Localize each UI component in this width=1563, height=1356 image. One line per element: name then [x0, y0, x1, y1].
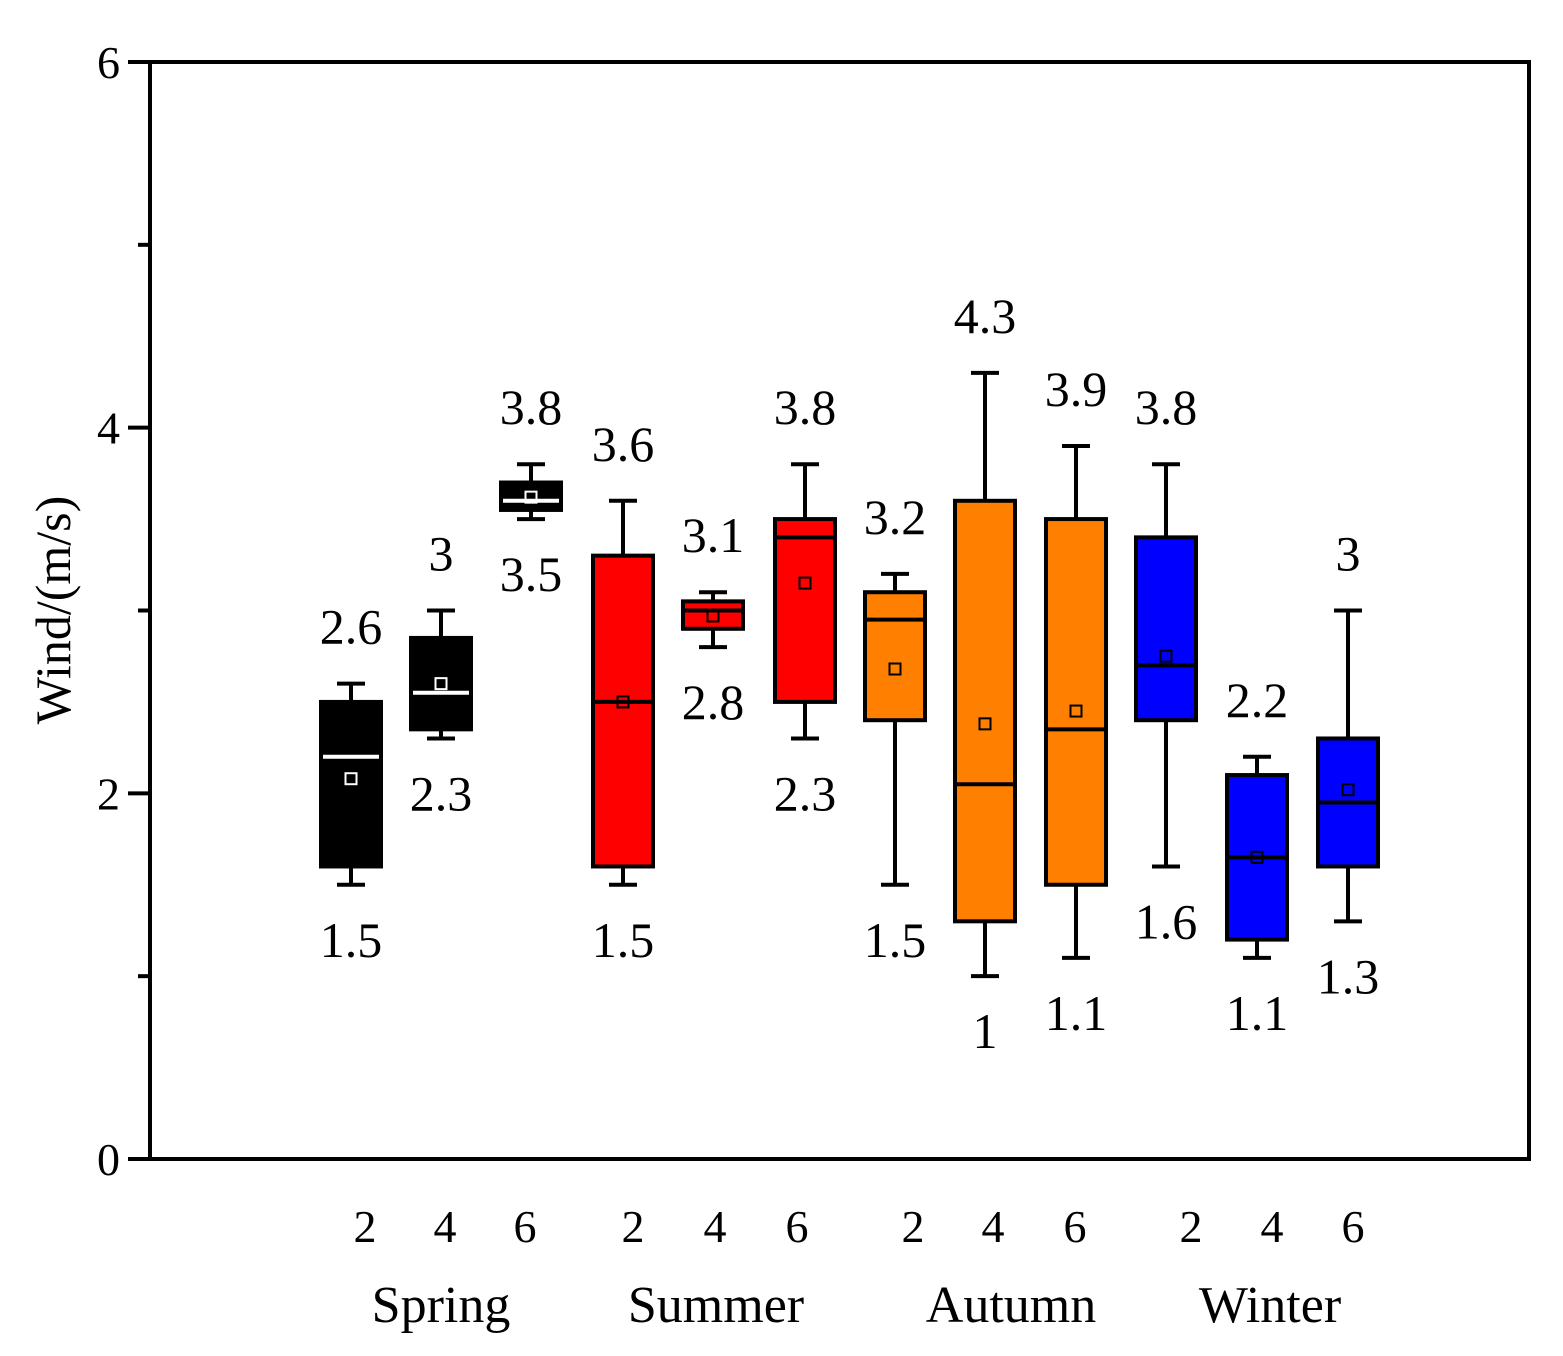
iqr-box: [591, 553, 655, 869]
y-axis-title: Wind/(m/s): [25, 496, 81, 725]
y-axis: 0 2 4 6: [97, 37, 150, 1185]
x-tick-label: 2: [1180, 1201, 1203, 1252]
max-value-label: 3.9: [1045, 361, 1108, 417]
box-winter-4: [1225, 754, 1289, 960]
mean-marker: [888, 662, 902, 676]
max-value-label: 3.8: [774, 379, 837, 435]
x-tick-label: 2: [622, 1201, 645, 1252]
box-spring-6: [499, 462, 563, 522]
box-summer-2: [591, 498, 655, 887]
mean-marker: [798, 576, 812, 590]
x-tick-label: 6: [1064, 1201, 1087, 1252]
mean-marker: [1341, 783, 1355, 797]
iqr-box: [863, 590, 927, 723]
y-tick-label: 2: [97, 768, 120, 819]
iqr-box: [1044, 517, 1108, 887]
box-spring-4: [409, 608, 473, 741]
mean-marker: [1159, 649, 1173, 663]
box-winter-2: [1134, 462, 1198, 869]
y-tick-label: 0: [97, 1134, 120, 1185]
x-tick-label: 4: [704, 1201, 727, 1252]
mean-marker: [1250, 850, 1264, 864]
min-value-label: 3.5: [500, 546, 563, 602]
season-label-winter: Winter: [1199, 1277, 1341, 1334]
min-value-label: 1.5: [864, 912, 927, 968]
iqr-box: [409, 635, 473, 732]
x-tick-label: 6: [1342, 1201, 1365, 1252]
box-autumn-2: [863, 571, 927, 887]
data-labels: 2.6 1.5 3 2.3 3.8 3.5 3.6 1.5 3.1 2.8 3.8 2.3 3.2 1.5…: [320, 288, 1380, 1059]
max-value-label: 3.1: [682, 507, 745, 563]
max-value-label: 3.8: [500, 379, 563, 435]
max-value-label: 3: [1336, 526, 1361, 582]
min-value-label: 1.1: [1226, 985, 1289, 1041]
mean-marker: [524, 490, 538, 504]
x-tick-label: 4: [1261, 1201, 1284, 1252]
min-value-label: 1.5: [320, 912, 383, 968]
iqr-box: [1134, 535, 1198, 723]
max-value-label: 3.2: [864, 489, 927, 545]
box-summer-6: [773, 462, 837, 741]
box-summer-4: [681, 590, 745, 650]
max-value-label: 4.3: [954, 288, 1017, 344]
max-value-label: 2.2: [1226, 672, 1289, 728]
mean-marker: [1069, 704, 1083, 718]
x-tick-label: 2: [354, 1201, 377, 1252]
mean-marker: [706, 609, 720, 623]
mean-marker: [434, 677, 448, 691]
min-value-label: 2.8: [682, 674, 745, 730]
max-value-label: 3: [429, 526, 454, 582]
box-winter-6: [1316, 608, 1380, 924]
mean-marker: [616, 695, 630, 709]
iqr-box: [953, 498, 1017, 924]
season-label-autumn: Autumn: [926, 1277, 1096, 1334]
mean-marker: [978, 717, 992, 731]
min-value-label: 1.5: [592, 912, 655, 968]
x-tick-label: 4: [434, 1201, 457, 1252]
iqr-box: [681, 599, 745, 631]
box-series: [319, 370, 1380, 979]
min-value-label: 2.3: [774, 765, 837, 821]
min-value-label: 2.3: [410, 765, 473, 821]
iqr-box: [773, 517, 837, 704]
box-autumn-4: [953, 370, 1017, 979]
max-value-label: 2.6: [320, 599, 383, 655]
mean-marker: [344, 772, 358, 786]
min-value-label: 1.3: [1317, 948, 1380, 1004]
season-label-spring: Spring: [372, 1277, 511, 1334]
x-tick-label: 6: [514, 1201, 537, 1252]
min-value-label: 1.6: [1135, 893, 1198, 949]
max-value-label: 3.6: [592, 416, 655, 472]
y-tick-label: 6: [97, 37, 120, 88]
box-autumn-6: [1044, 443, 1108, 960]
iqr-box: [499, 480, 563, 512]
y-tick-label: 4: [97, 403, 120, 454]
min-value-label: 1: [973, 1003, 998, 1059]
x-tick-label: 6: [786, 1201, 809, 1252]
x-tick-label: 2: [902, 1201, 925, 1252]
min-value-label: 1.1: [1045, 985, 1108, 1041]
season-label-summer: Summer: [628, 1277, 804, 1334]
box-spring-2: [319, 681, 383, 887]
x-tick-label: 4: [982, 1201, 1005, 1252]
max-value-label: 3.8: [1135, 379, 1198, 435]
